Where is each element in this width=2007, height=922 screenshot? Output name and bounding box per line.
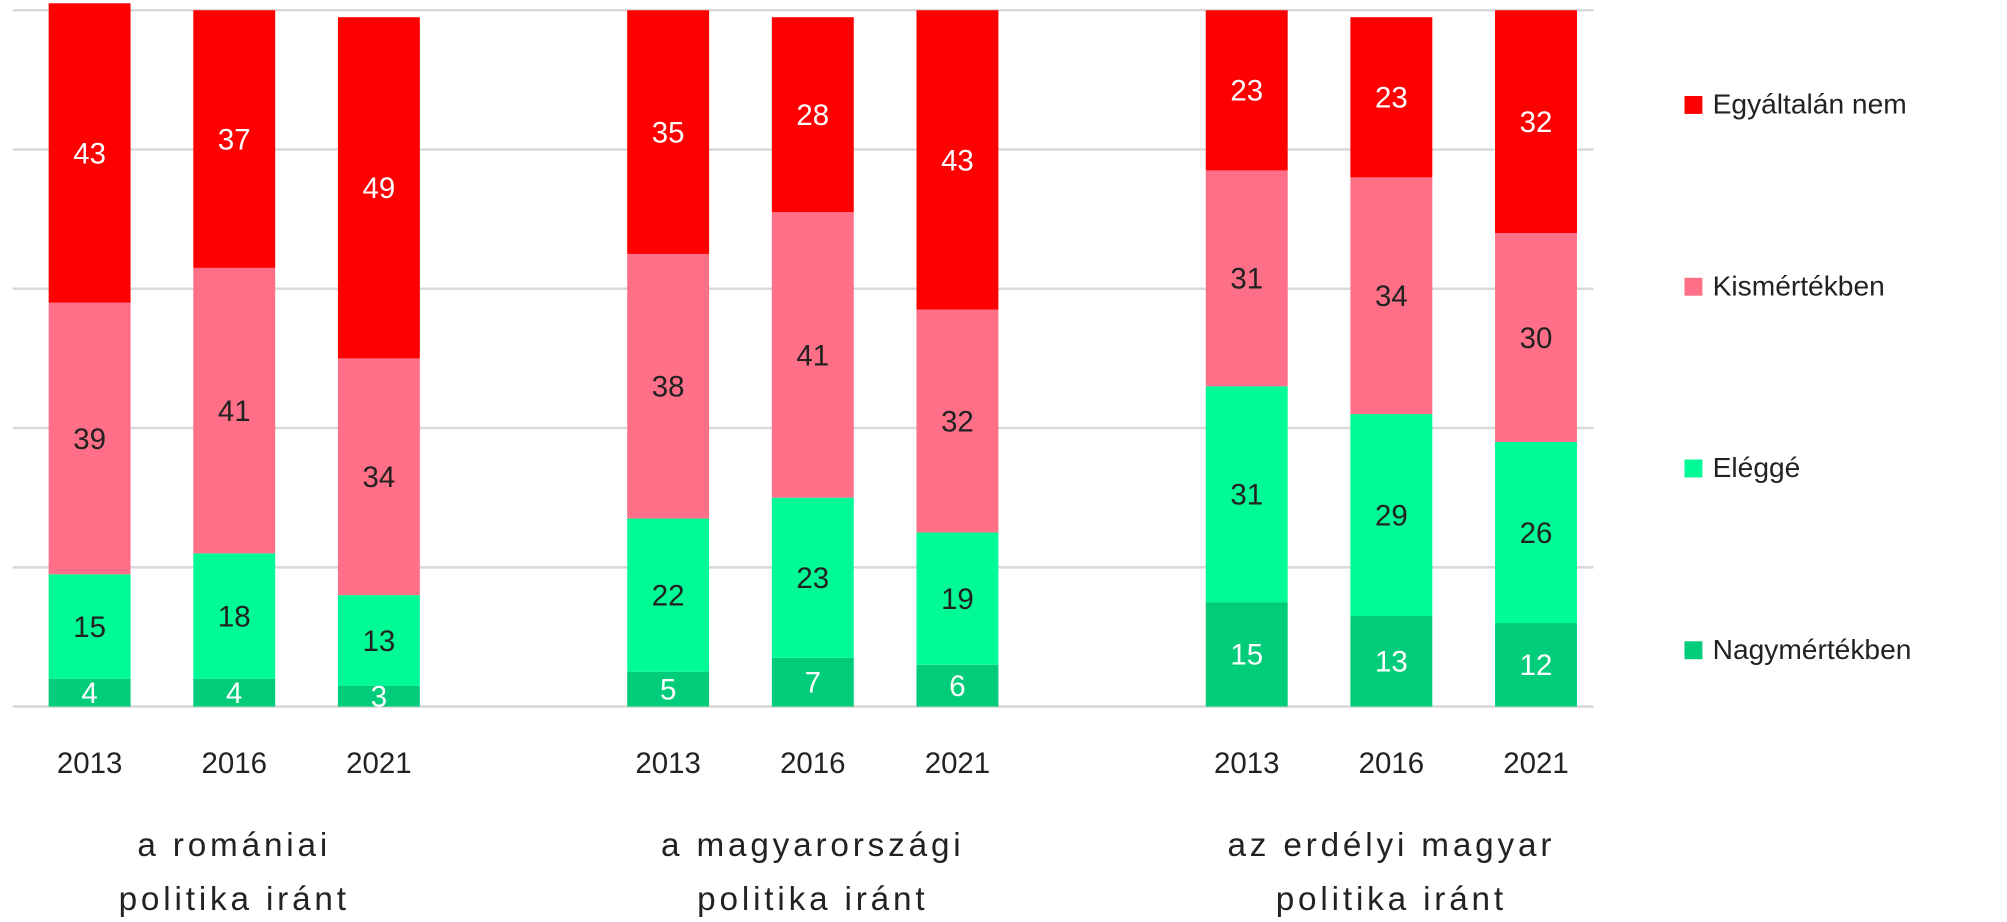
x-tick-label: 2013 [635, 747, 700, 780]
bar-segment [771, 212, 854, 498]
bar-segment [337, 685, 420, 707]
bar-segment [1495, 623, 1577, 707]
data-label: 23 [1375, 82, 1408, 115]
bar-segment [337, 358, 420, 596]
legend-swatch [1684, 459, 1703, 478]
data-label: 3 [371, 680, 387, 713]
bar-segment [627, 253, 710, 519]
data-label: 7 [805, 667, 821, 700]
bar-segment [1205, 10, 1288, 171]
data-label: 37 [218, 123, 251, 156]
data-label: 32 [1520, 106, 1553, 139]
x-tick-label: 2016 [202, 747, 267, 780]
legend-label: Kismértékben [1713, 270, 1885, 301]
x-tick-label: 2021 [925, 747, 990, 780]
data-label: 15 [1230, 639, 1263, 672]
group-label: politika iránt [697, 881, 928, 918]
bar-segment [1350, 616, 1433, 707]
data-label: 4 [81, 677, 97, 710]
bar-segment [48, 574, 131, 679]
legend-label: Egyáltalán nem [1713, 89, 1907, 120]
bar-segment [1495, 233, 1577, 442]
bar-segment [48, 302, 131, 575]
bar-segment [193, 553, 276, 679]
data-label: 26 [1520, 517, 1553, 550]
bar-segment [916, 664, 999, 707]
data-label: 13 [363, 625, 396, 658]
group-label: a magyarországi [661, 827, 965, 864]
data-label: 41 [218, 395, 251, 428]
bar-segment [771, 17, 854, 213]
x-tick-label: 2013 [1214, 747, 1279, 780]
bar-segment [627, 10, 710, 254]
plot: 4153943201341841372016313344920215223835… [12, 3, 1912, 918]
data-label: 23 [796, 562, 829, 595]
data-label: 28 [796, 99, 829, 132]
bar-segment [337, 17, 420, 359]
data-label: 35 [652, 116, 685, 149]
data-label: 6 [949, 670, 965, 703]
bar-segment [1350, 17, 1433, 178]
bar-segment [1350, 177, 1433, 415]
data-label: 23 [1230, 75, 1263, 108]
data-label: 49 [363, 172, 396, 205]
legend-label: Nagymértékben [1713, 634, 1912, 665]
legend-swatch [1684, 641, 1703, 660]
x-tick-label: 2016 [780, 747, 845, 780]
data-label: 43 [73, 137, 106, 170]
legend-swatch [1684, 277, 1703, 296]
legend-swatch [1684, 96, 1703, 114]
group-label: politika iránt [1276, 881, 1507, 918]
bar-segment [627, 671, 710, 707]
legend-label: Eléggé [1713, 452, 1801, 483]
bar-segment [1205, 170, 1288, 387]
bar-segment [1205, 602, 1288, 707]
data-label: 30 [1520, 322, 1553, 355]
bar-segment [771, 657, 854, 707]
bar-segment [1495, 10, 1577, 234]
bar-segment [48, 3, 131, 303]
data-label: 38 [652, 371, 685, 404]
data-label: 18 [218, 600, 251, 633]
group-label: az erdélyi magyar [1227, 827, 1555, 864]
bar-segment [1495, 441, 1577, 624]
x-tick-label: 2016 [1359, 747, 1424, 780]
bar-segment [193, 267, 276, 554]
data-label: 41 [796, 339, 829, 372]
group-label: a romániai [137, 827, 331, 864]
data-label: 31 [1230, 263, 1263, 296]
bar-segment [337, 595, 420, 686]
data-label: 15 [73, 611, 106, 644]
bar-segment [1350, 414, 1433, 617]
data-label: 13 [1375, 646, 1408, 679]
data-label: 12 [1520, 649, 1553, 682]
data-label: 34 [1375, 280, 1408, 313]
data-label: 22 [652, 579, 685, 612]
data-label: 39 [73, 423, 106, 456]
data-label: 19 [941, 583, 974, 616]
data-label: 4 [226, 677, 242, 710]
data-label: 5 [660, 673, 676, 706]
x-tick-label: 2013 [57, 747, 122, 780]
data-label: 32 [941, 405, 974, 438]
bar-segment [627, 518, 710, 672]
bar-segment [193, 678, 276, 707]
bar-segment [916, 309, 999, 533]
group-label: politika iránt [119, 881, 350, 918]
x-tick-label: 2021 [1503, 747, 1568, 780]
bar-segment [916, 532, 999, 665]
x-tick-label: 2021 [346, 747, 411, 780]
data-label: 31 [1230, 479, 1263, 512]
bar-segment [771, 497, 854, 658]
data-label: 34 [363, 461, 396, 494]
bar-segment [193, 10, 276, 268]
bar-segment [48, 678, 131, 707]
data-label: 29 [1375, 499, 1408, 532]
bar-segment [916, 10, 999, 310]
data-label: 43 [941, 144, 974, 177]
bar-segment [1205, 386, 1288, 603]
